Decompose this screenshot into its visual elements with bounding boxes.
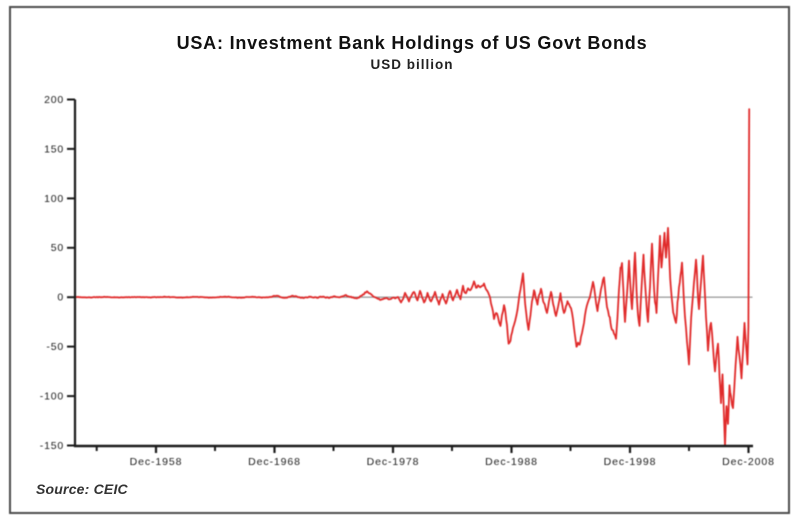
svg-text:Dec-1968: Dec-1968	[248, 456, 301, 468]
svg-text:50: 50	[51, 242, 64, 254]
svg-text:-100: -100	[40, 391, 64, 403]
svg-text:200: 200	[44, 94, 64, 106]
svg-text:150: 150	[44, 143, 64, 155]
svg-text:100: 100	[44, 193, 64, 205]
svg-text:Dec-1958: Dec-1958	[130, 456, 183, 468]
svg-text:-50: -50	[46, 341, 64, 353]
svg-text:Dec-2008: Dec-2008	[722, 456, 775, 468]
svg-text:-150: -150	[40, 440, 64, 452]
svg-text:Dec-1988: Dec-1988	[485, 456, 538, 468]
svg-text:Dec-1978: Dec-1978	[367, 456, 420, 468]
svg-text:Dec-1998: Dec-1998	[604, 456, 657, 468]
svg-text:0: 0	[57, 292, 64, 304]
